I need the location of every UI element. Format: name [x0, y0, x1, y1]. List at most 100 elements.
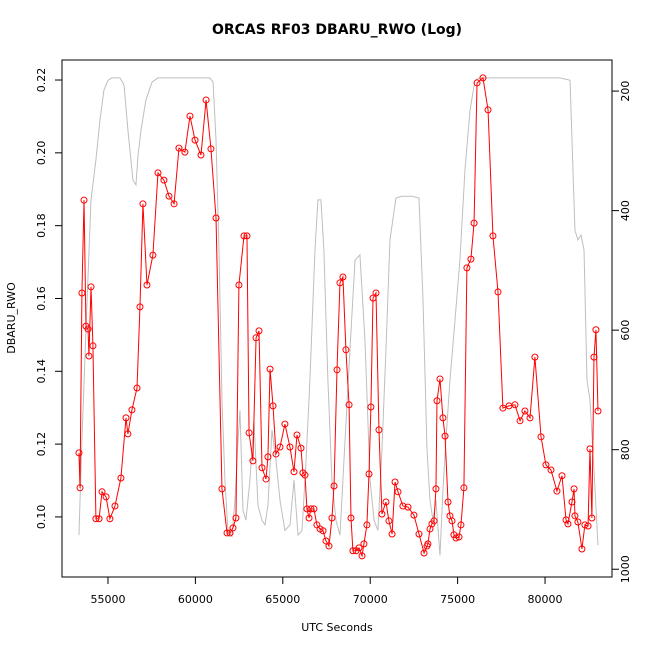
data-point	[128, 406, 136, 414]
data-point	[310, 505, 318, 513]
data-point	[235, 281, 243, 289]
plot-frame	[61, 59, 613, 578]
y-tick-label: 0.22	[35, 68, 48, 93]
data-point	[98, 488, 106, 496]
data-point	[349, 547, 357, 555]
data-point	[272, 450, 280, 458]
data-point	[547, 466, 555, 474]
x-axis-label: UTC Seconds	[301, 621, 373, 634]
data-point	[441, 432, 449, 440]
y2-tick-label: 1000	[619, 555, 632, 583]
data-point	[372, 289, 380, 297]
data-point	[240, 232, 248, 240]
data-point	[143, 281, 151, 289]
data-point	[333, 366, 341, 374]
data-point	[336, 279, 344, 287]
data-point	[537, 433, 545, 441]
data-point	[347, 514, 355, 522]
data-point	[262, 475, 270, 483]
data-point	[89, 342, 97, 350]
data-point	[303, 505, 311, 513]
data-point	[558, 472, 566, 480]
data-point	[252, 334, 260, 342]
data-point	[136, 303, 144, 311]
data-point	[297, 444, 305, 452]
data-point	[358, 552, 366, 560]
data-point	[590, 353, 598, 361]
data-point	[479, 74, 487, 82]
data-point	[571, 512, 579, 520]
data-point	[584, 522, 592, 530]
data-point	[526, 414, 534, 422]
data-point	[592, 326, 600, 334]
data-point	[186, 112, 194, 120]
data-point	[218, 485, 226, 493]
data-point	[133, 384, 141, 392]
y-axis-label: DBARU_RWO	[5, 282, 18, 354]
data-point	[457, 521, 465, 529]
data-point	[290, 468, 298, 476]
data-point	[232, 514, 240, 522]
data-point	[191, 136, 199, 144]
x-tick-label: 80000	[528, 593, 563, 606]
data-point	[367, 403, 375, 411]
data-point	[286, 443, 294, 451]
data-point	[160, 176, 168, 184]
y-tick-label: 0.16	[35, 286, 48, 311]
data-point	[299, 469, 307, 477]
data-point	[258, 464, 266, 472]
data-point	[117, 474, 125, 482]
data-point	[355, 544, 363, 552]
data-point	[269, 402, 277, 410]
data-point	[170, 200, 178, 208]
data-point	[226, 529, 234, 537]
data-point	[281, 420, 289, 428]
y-tick-label: 0.14	[35, 359, 48, 384]
data-point	[75, 449, 83, 457]
data-point	[436, 375, 444, 383]
data-point	[568, 498, 576, 506]
data-point	[106, 515, 114, 523]
data-point	[330, 482, 338, 490]
data-point	[202, 96, 210, 104]
data-point	[489, 232, 497, 240]
data-point	[229, 524, 237, 532]
data-point	[553, 487, 561, 495]
data-point	[249, 457, 257, 465]
data-point	[511, 401, 519, 409]
data-point	[452, 534, 460, 542]
data-point	[448, 517, 456, 525]
data-point	[388, 530, 396, 538]
data-point	[432, 485, 440, 493]
data-point	[394, 488, 402, 496]
y2-tick-label: 200	[619, 81, 632, 102]
data-point	[433, 397, 441, 405]
data-point	[124, 430, 132, 438]
data-point	[325, 542, 333, 550]
data-point	[410, 511, 418, 519]
data-point	[562, 516, 570, 524]
data-point	[80, 196, 88, 204]
data-point	[276, 443, 284, 451]
data-point	[382, 498, 390, 506]
series-line	[78, 77, 599, 556]
y-tick-label: 0.20	[35, 141, 48, 166]
data-point	[339, 273, 347, 281]
data-point	[266, 365, 274, 373]
data-point	[293, 431, 301, 439]
data-point	[586, 445, 594, 453]
data-point	[345, 401, 353, 409]
data-point	[581, 521, 589, 529]
data-point	[181, 148, 189, 156]
data-point	[574, 518, 582, 526]
chart-title: ORCAS RF03 DBARU_RWO (Log)	[212, 22, 462, 38]
series-line	[78, 76, 599, 558]
data-point	[455, 533, 463, 541]
data-point	[375, 426, 383, 434]
data-point	[245, 429, 253, 437]
data-point	[363, 521, 371, 529]
data-point	[322, 537, 330, 545]
data-point	[92, 515, 100, 523]
data-point	[85, 352, 93, 360]
data-point	[369, 294, 377, 302]
